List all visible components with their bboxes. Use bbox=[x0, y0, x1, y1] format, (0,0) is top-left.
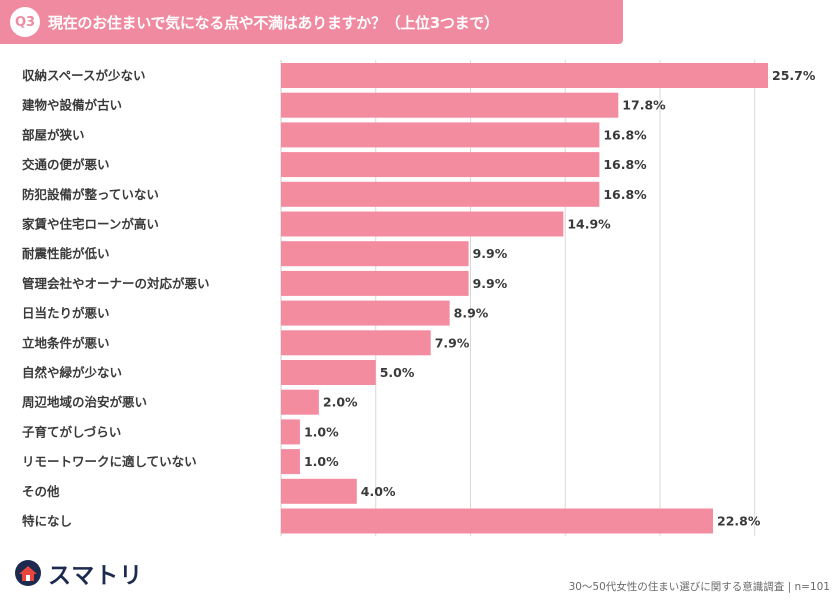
brand-logo: スマトリ bbox=[14, 557, 143, 589]
chart-title: 現在のお住まいで気になる点や不満はありますか？（上位3つまで） bbox=[48, 13, 499, 32]
value-label: 4.0% bbox=[361, 484, 396, 499]
bar bbox=[281, 300, 450, 326]
value-label: 16.8% bbox=[603, 127, 647, 142]
category-label: 家賃や住宅ローンが高い bbox=[22, 217, 159, 232]
bar bbox=[281, 330, 431, 356]
bar bbox=[281, 478, 357, 504]
bar bbox=[281, 360, 376, 385]
bar bbox=[281, 211, 564, 237]
value-label: 25.7% bbox=[772, 68, 816, 83]
survey-footnote: 30～50代女性の住まい選びに関する意識調査 | n=101 bbox=[568, 581, 830, 593]
value-label: 9.9% bbox=[473, 246, 508, 261]
category-label: 子育てがしづらい bbox=[22, 424, 121, 439]
bar bbox=[281, 270, 469, 296]
category-label: 周辺地域の治安が悪い bbox=[22, 395, 147, 410]
category-label: 日当たりが悪い bbox=[22, 306, 110, 321]
bar bbox=[281, 389, 319, 415]
bar bbox=[281, 92, 619, 118]
bar bbox=[281, 419, 300, 445]
value-label: 1.0% bbox=[304, 454, 339, 469]
value-label: 16.8% bbox=[603, 187, 647, 202]
value-label: 16.8% bbox=[603, 157, 647, 172]
category-label: 自然や緑が少ない bbox=[22, 365, 122, 380]
bar bbox=[281, 122, 600, 148]
category-label: 特になし bbox=[22, 514, 72, 529]
category-label: 耐震性能が低い bbox=[22, 246, 110, 261]
value-label: 9.9% bbox=[473, 276, 508, 291]
chart-header: Q3 現在のお住まいで気になる点や不満はありますか？（上位3つまで） bbox=[0, 0, 623, 44]
brand-logo-text: スマトリ bbox=[48, 563, 144, 589]
value-label: 5.0% bbox=[380, 365, 415, 380]
bar bbox=[281, 449, 300, 475]
bar bbox=[281, 508, 714, 534]
value-label: 17.8% bbox=[622, 98, 666, 113]
category-label: その他 bbox=[22, 484, 60, 499]
bar bbox=[281, 181, 600, 207]
bar bbox=[281, 63, 768, 88]
category-label: 収納スペースが少ない bbox=[22, 68, 146, 83]
category-label: 建物や設備が古い bbox=[22, 98, 122, 113]
value-label: 8.9% bbox=[454, 306, 489, 321]
value-label: 7.9% bbox=[435, 335, 470, 350]
value-label: 1.0% bbox=[304, 424, 339, 439]
category-label: 部屋が狭い bbox=[22, 127, 85, 142]
category-label: 交通の便が悪い bbox=[22, 157, 110, 172]
category-label: 防犯設備が整っていない bbox=[22, 187, 159, 202]
category-label: 立地条件が悪い bbox=[22, 335, 110, 350]
question-badge: Q3 bbox=[10, 7, 40, 37]
value-label: 2.0% bbox=[323, 395, 358, 410]
category-label: 管理会社やオーナーの対応が悪い bbox=[22, 276, 210, 291]
bar bbox=[281, 152, 600, 178]
category-label: リモートワークに適していない bbox=[22, 454, 197, 469]
value-label: 22.8% bbox=[717, 514, 761, 529]
bar bbox=[281, 241, 469, 267]
house-logo-icon bbox=[15, 560, 41, 586]
value-label: 14.9% bbox=[567, 217, 611, 232]
